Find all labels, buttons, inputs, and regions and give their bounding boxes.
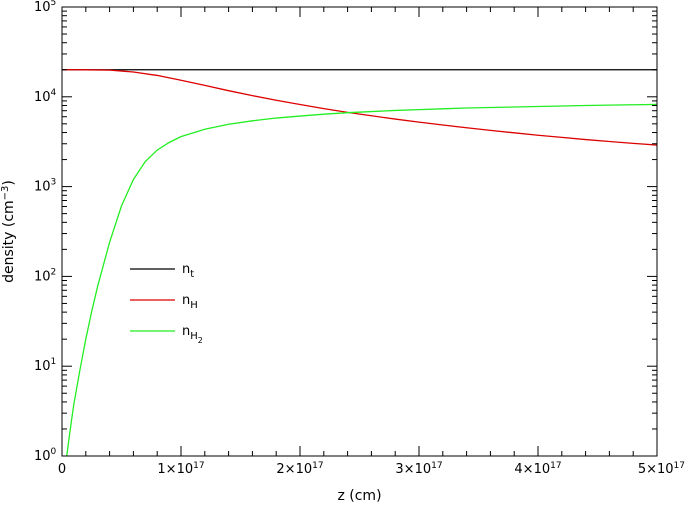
y-tick-label: 105 [34,0,56,15]
y-tick-base: 10 [34,269,51,284]
series-line-3 [66,103,657,456]
x-tick-label: 0 [58,462,66,477]
y-tick-base: 10 [34,0,51,15]
tick-labels-layer: 0 1×1017 2×1017 3×1017 4×1017 5×1017100101102… [34,0,685,477]
x-tick-mantissa: 3×10 [395,462,431,477]
series-line-2 [62,69,657,146]
x-axis-label: z (cm) [337,488,381,504]
y-axis-label-group: density (cm−3) [0,180,17,283]
x-tick-mantissa: 5×10 [638,462,674,477]
y-axis-label-exponent: −3 [0,186,11,201]
y-tick-label: 103 [34,178,56,195]
legend-label-subscript: H [190,300,198,311]
legend-label-subscript: t [190,269,194,280]
y-tick-base: 10 [34,449,51,464]
plot-frame [61,6,658,457]
legend-label-main: n [182,324,190,339]
x-tick-label: 3×1017 [395,461,442,477]
y-axis-label-close: ) [1,180,17,185]
x-tick-mantissa: 2×10 [276,462,312,477]
ticks-layer [61,6,658,457]
x-tick-exponent: 17 [193,461,204,471]
x-tick-label: 2×1017 [276,461,323,477]
y-tick-exponent: 1 [51,357,57,367]
series-layer [62,69,657,456]
x-tick-label: 5×1017 [638,461,685,477]
y-axis-label-text: density (cm [1,200,17,283]
x-tick-exponent: 17 [674,461,685,471]
legend-label-main: n [182,262,190,277]
legend-label-3: nH2 [182,324,203,345]
y-tick-exponent: 0 [51,447,57,457]
legend-label-subscript: H [190,331,198,342]
x-tick-mantissa: 0 [58,462,66,477]
y-tick-base: 10 [34,359,51,374]
x-tick-label: 1×1017 [157,461,204,477]
y-tick-base: 10 [34,90,51,105]
legend-label-2: nH [182,293,198,311]
y-tick-label: 104 [34,88,57,105]
y-tick-exponent: 5 [51,0,57,8]
y-tick-exponent: 3 [51,178,57,188]
x-tick-label: 4×1017 [514,461,561,477]
y-tick-exponent: 2 [51,267,57,277]
legend-label-main: n [182,293,190,308]
y-tick-label: 102 [34,267,56,284]
x-tick-exponent: 17 [431,461,442,471]
legend-label-1: nt [182,262,194,280]
x-tick-exponent: 17 [312,461,323,471]
x-tick-exponent: 17 [550,461,561,471]
legend-label-sub-subscript: 2 [198,336,203,345]
y-tick-label: 100 [34,447,57,464]
y-tick-exponent: 4 [51,88,57,98]
y-tick-label: 101 [34,357,56,374]
x-tick-mantissa: 1×10 [157,462,193,477]
y-tick-base: 10 [34,180,51,195]
x-tick-mantissa: 4×10 [514,462,550,477]
y-axis-label: density (cm−3) [0,180,17,283]
